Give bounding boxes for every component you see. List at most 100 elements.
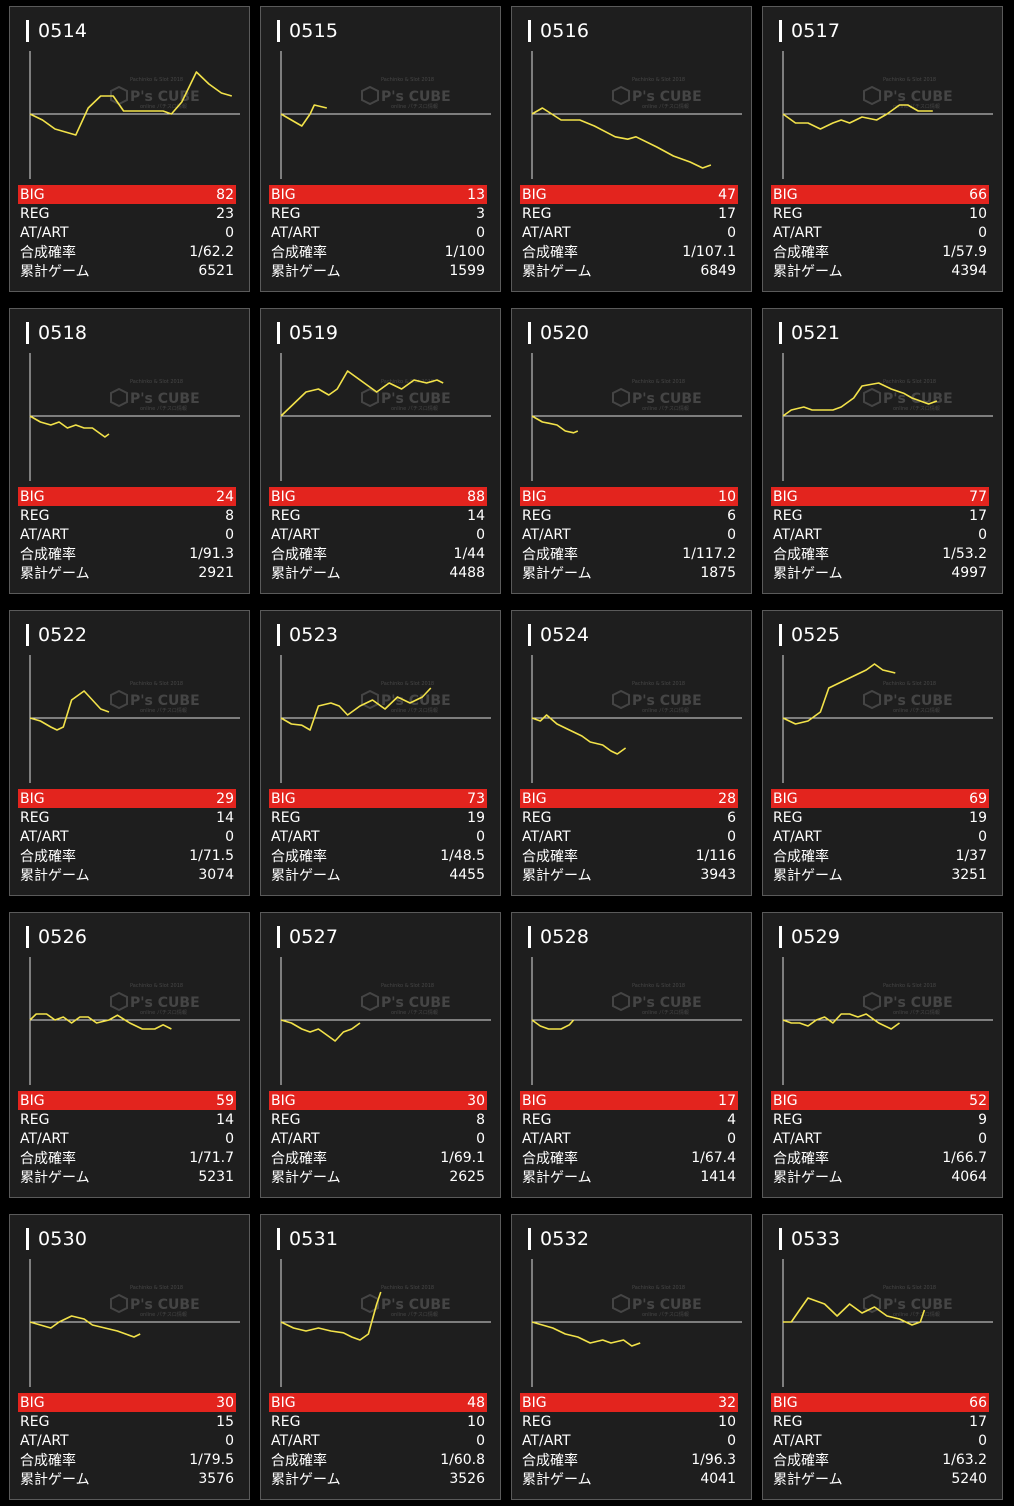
reg-row-label: REG	[773, 1413, 803, 1430]
big-row-label: BIG	[522, 1394, 547, 1411]
payout-line	[280, 370, 444, 417]
at-row-label: AT/ART	[773, 526, 822, 543]
big-row: BIG 24	[18, 487, 236, 506]
total-games-row-label: 累計ゲーム	[773, 1169, 843, 1186]
machine-card[interactable]: 0532 Pachinko & Slot 2018 P's CUBE online パ…	[511, 1214, 752, 1500]
big-row-value: 24	[216, 488, 234, 505]
payout-line	[782, 382, 938, 417]
probability-row-value: 1/62.2	[189, 243, 234, 260]
header-marker	[26, 20, 29, 42]
machine-card[interactable]: 0517 Pachinko & Slot 2018 P's CUBE online パ…	[762, 6, 1003, 292]
big-row: BIG 73	[269, 789, 487, 808]
machine-card[interactable]: 0524 Pachinko & Slot 2018 P's CUBE online パ…	[511, 610, 752, 896]
machine-header: 0527	[277, 925, 338, 949]
header-marker	[779, 926, 782, 948]
probability-row: 合成確率 1/66.7	[771, 1148, 989, 1167]
watermark-brand: P's CUBE	[130, 391, 200, 407]
machine-card[interactable]: 0528 Pachinko & Slot 2018 P's CUBE online パ…	[511, 912, 752, 1198]
probability-row-label: 合成確率	[271, 244, 327, 261]
payout-line	[782, 663, 896, 725]
reg-row-value: 23	[216, 205, 234, 222]
machine-card[interactable]: 0530 Pachinko & Slot 2018 P's CUBE online パ…	[9, 1214, 250, 1500]
machine-number: 0516	[540, 20, 590, 42]
stats-table: BIG 69 REG 19 AT/ART 0 合成確率 1/37 累計ゲーム 3251	[771, 789, 989, 884]
reg-row-label: REG	[522, 205, 552, 222]
machine-header: 0518	[26, 321, 87, 345]
machine-card[interactable]: 0531 Pachinko & Slot 2018 P's CUBE online パ…	[260, 1214, 501, 1500]
machine-card[interactable]: 0523 Pachinko & Slot 2018 P's CUBE online パ…	[260, 610, 501, 896]
probability-row: 合成確率 1/96.3	[520, 1450, 738, 1469]
probability-row-label: 合成確率	[271, 1150, 327, 1167]
machine-card[interactable]: 0518 Pachinko & Slot 2018 P's CUBE online パ…	[9, 308, 250, 594]
machine-card[interactable]: 0515 Pachinko & Slot 2018 P's CUBE online パ…	[260, 6, 501, 292]
at-row: AT/ART 0	[269, 1129, 487, 1148]
machine-card[interactable]: 0525 Pachinko & Slot 2018 P's CUBE online パ…	[762, 610, 1003, 896]
machine-card[interactable]: 0522 Pachinko & Slot 2018 P's CUBE online パ…	[9, 610, 250, 896]
reg-row-value: 17	[718, 205, 736, 222]
stats-table: BIG 88 REG 14 AT/ART 0 合成確率 1/44 累計ゲーム 4488	[269, 487, 487, 582]
watermark-small-top: Pachinko & Slot 2018	[883, 983, 936, 989]
watermark-brand: P's CUBE	[632, 693, 702, 709]
machine-header: 0523	[277, 623, 338, 647]
reg-row-value: 3	[476, 205, 485, 222]
machine-grid: 0514 Pachinko & Slot 2018 P's CUBE online パ…	[9, 6, 1003, 1500]
payout-line	[531, 415, 579, 434]
machine-card[interactable]: 0526 Pachinko & Slot 2018 P's CUBE online パ…	[9, 912, 250, 1198]
at-row-value: 0	[225, 1130, 234, 1147]
watermark-small-top: Pachinko & Slot 2018	[130, 681, 183, 687]
machine-number: 0529	[791, 926, 841, 948]
machine-card[interactable]: 0520 Pachinko & Slot 2018 P's CUBE online パ…	[511, 308, 752, 594]
big-row: BIG 47	[520, 185, 738, 204]
reg-row-label: REG	[271, 1111, 301, 1128]
total-games-row: 累計ゲーム 1414	[520, 1167, 738, 1186]
machine-card[interactable]: 0519 Pachinko & Slot 2018 P's CUBE online パ…	[260, 308, 501, 594]
total-games-row-value: 6849	[700, 262, 736, 279]
at-row-label: AT/ART	[20, 828, 69, 845]
machine-card[interactable]: 0514 Pachinko & Slot 2018 P's CUBE online パ…	[9, 6, 250, 292]
payout-line	[782, 104, 933, 130]
at-row: AT/ART 0	[269, 223, 487, 242]
machine-number: 0527	[289, 926, 339, 948]
machine-card[interactable]: 0529 Pachinko & Slot 2018 P's CUBE online パ…	[762, 912, 1003, 1198]
big-row-label: BIG	[271, 1394, 296, 1411]
reg-row-value: 9	[978, 1111, 987, 1128]
stats-table: BIG 47 REG 17 AT/ART 0 合成確率 1/107.1 累計ゲーム 6849	[520, 185, 738, 280]
total-games-row-value: 2625	[449, 1168, 485, 1185]
reg-row-value: 10	[718, 1413, 736, 1430]
probability-row-label: 合成確率	[522, 546, 578, 563]
watermark-brand: P's CUBE	[381, 995, 451, 1011]
reg-row-label: REG	[271, 1413, 301, 1430]
total-games-row: 累計ゲーム 6849	[520, 261, 738, 280]
probability-row-value: 1/63.2	[942, 1451, 987, 1468]
machine-card[interactable]: 0533 Pachinko & Slot 2018 P's CUBE online パ…	[762, 1214, 1003, 1500]
machine-card[interactable]: 0521 Pachinko & Slot 2018 P's CUBE online パ…	[762, 308, 1003, 594]
machine-card[interactable]: 0516 Pachinko & Slot 2018 P's CUBE online パ…	[511, 6, 752, 292]
probability-row-label: 合成確率	[522, 1452, 578, 1469]
big-row-value: 29	[216, 790, 234, 807]
reg-row-label: REG	[522, 507, 552, 524]
probability-row-value: 1/37	[955, 847, 987, 864]
at-row: AT/ART 0	[520, 827, 738, 846]
machine-card[interactable]: 0527 Pachinko & Slot 2018 P's CUBE online パ…	[260, 912, 501, 1198]
reg-row-label: REG	[773, 809, 803, 826]
watermark-brand: P's CUBE	[883, 89, 953, 105]
big-row-value: 13	[467, 186, 485, 203]
watermark-small-bottom: online パチスロ情報	[140, 1009, 187, 1016]
machine-number: 0517	[791, 20, 841, 42]
payout-line	[782, 1013, 900, 1030]
watermark-brand: P's CUBE	[883, 693, 953, 709]
cube-icon	[110, 387, 128, 408]
watermark-small-top: Pachinko & Slot 2018	[381, 681, 434, 687]
reg-row: REG 15	[18, 1412, 236, 1431]
big-row-value: 30	[216, 1394, 234, 1411]
stats-table: BIG 73 REG 19 AT/ART 0 合成確率 1/48.5 累計ゲーム 4455	[269, 789, 487, 884]
